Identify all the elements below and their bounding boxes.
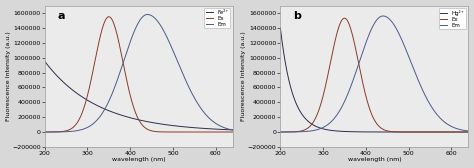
Hg²⁺ xyxy=(299,113,305,115)
Hg²⁺ xyxy=(277,27,283,29)
Ex xyxy=(206,131,212,133)
Line: Ex: Ex xyxy=(45,17,233,132)
Fe²⁺ xyxy=(42,60,47,62)
Em xyxy=(358,57,364,59)
Line: Em: Em xyxy=(45,14,233,132)
Hg²⁺ xyxy=(465,131,471,133)
Ex xyxy=(465,131,471,133)
Ex xyxy=(64,130,69,132)
Hg²⁺ xyxy=(462,131,467,133)
Fe²⁺ xyxy=(226,129,232,131)
Hg²⁺ xyxy=(442,131,447,133)
Em xyxy=(277,131,283,133)
Em xyxy=(42,131,47,133)
Legend: Hg²⁺, Ex, Em: Hg²⁺, Ex, Em xyxy=(438,8,465,29)
Fe²⁺ xyxy=(230,129,236,131)
Em xyxy=(122,56,128,58)
Fe²⁺ xyxy=(122,115,128,117)
Ex xyxy=(42,131,47,133)
Ex xyxy=(277,131,283,133)
Hg²⁺ xyxy=(358,131,364,133)
Em xyxy=(299,131,305,133)
Fe²⁺ xyxy=(206,128,212,130)
Fe²⁺ xyxy=(64,84,69,86)
Line: Fe²⁺: Fe²⁺ xyxy=(45,61,233,130)
Ex xyxy=(358,72,364,74)
Em xyxy=(380,15,386,17)
Em xyxy=(310,130,316,132)
Line: Hg²⁺: Hg²⁺ xyxy=(280,28,468,132)
Em xyxy=(206,117,212,119)
Fe²⁺ xyxy=(114,113,120,115)
Ex xyxy=(230,131,236,133)
Em xyxy=(145,13,150,15)
Em xyxy=(74,130,80,132)
Em xyxy=(462,130,468,132)
Fe²⁺ xyxy=(74,93,80,95)
Y-axis label: Fluorescence Intensity (a.u.): Fluorescence Intensity (a.u.) xyxy=(6,31,10,121)
Em xyxy=(442,121,447,123)
Ex xyxy=(122,71,128,73)
Em xyxy=(350,81,356,83)
Line: Ex: Ex xyxy=(280,18,468,132)
Hg²⁺ xyxy=(310,124,316,126)
Hg²⁺ xyxy=(350,131,356,133)
Text: a: a xyxy=(58,11,65,21)
X-axis label: wavelength (nm): wavelength (nm) xyxy=(347,157,401,162)
Em xyxy=(227,128,232,130)
Ex xyxy=(299,130,305,132)
Text: b: b xyxy=(293,11,301,21)
Ex xyxy=(74,121,80,123)
Em xyxy=(230,129,236,131)
Y-axis label: Fluorescence Intensity (a.u.): Fluorescence Intensity (a.u.) xyxy=(241,31,246,121)
Em xyxy=(465,130,471,132)
Em xyxy=(114,80,120,82)
Ex xyxy=(227,131,232,133)
Ex xyxy=(350,34,356,36)
Em xyxy=(64,131,69,133)
X-axis label: wavelength (nm): wavelength (nm) xyxy=(112,157,165,162)
Ex xyxy=(442,131,447,133)
Ex xyxy=(310,122,316,124)
Legend: Fe²⁺, Ex, Em: Fe²⁺, Ex, Em xyxy=(204,8,230,28)
Ex xyxy=(342,17,347,19)
Ex xyxy=(106,16,112,18)
Ex xyxy=(462,131,468,133)
Ex xyxy=(114,33,120,35)
Line: Em: Em xyxy=(280,16,468,132)
